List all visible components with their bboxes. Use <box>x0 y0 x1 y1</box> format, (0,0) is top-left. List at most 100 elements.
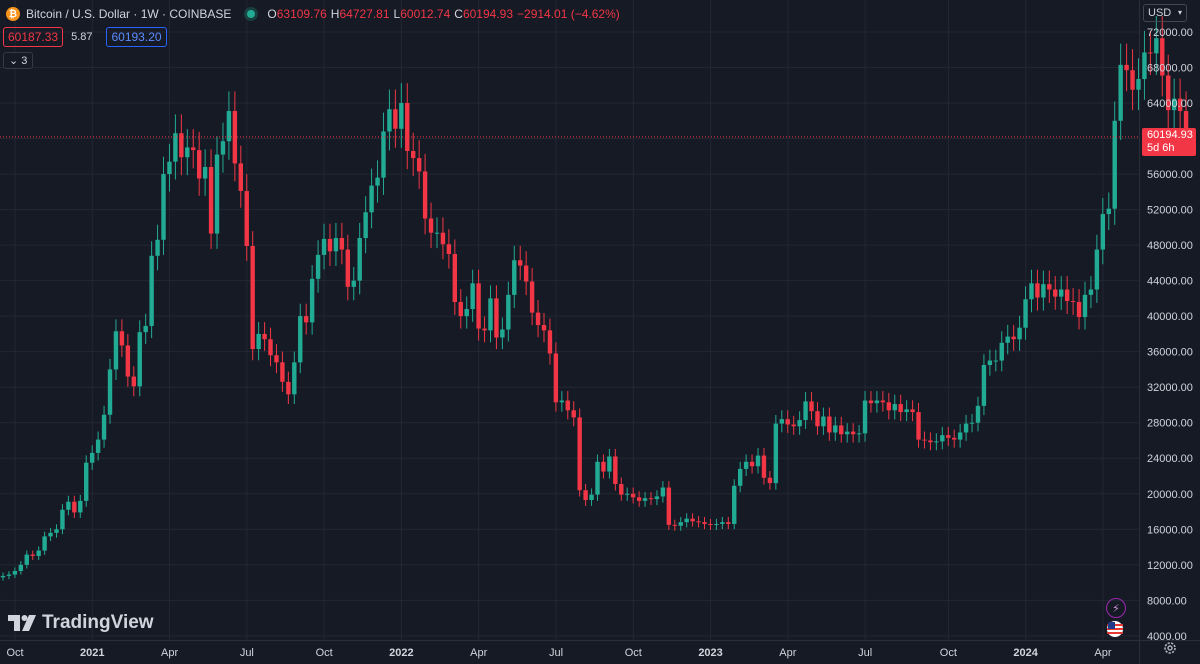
candle <box>737 461 743 493</box>
candle-body <box>78 500 83 513</box>
price-axis[interactable]: 72000.0068000.0064000.0060000.0056000.00… <box>1147 27 1193 643</box>
candle <box>298 303 303 374</box>
candle-body <box>993 360 999 362</box>
candle <box>1177 78 1183 131</box>
candle-body <box>321 238 327 255</box>
candle <box>464 296 469 329</box>
candle-body <box>636 497 642 501</box>
candle-body <box>648 498 654 500</box>
candle-body <box>732 485 737 524</box>
candle-body <box>202 166 208 179</box>
candle <box>161 156 166 255</box>
y-tick-label: 44000.00 <box>1147 276 1193 288</box>
candle <box>1047 270 1052 303</box>
market-status-icon[interactable] <box>247 10 256 18</box>
candle <box>934 433 939 451</box>
x-tick-label: Apr <box>470 647 487 659</box>
candle <box>1130 49 1135 111</box>
candle <box>577 408 582 497</box>
open-value: 63109.76 <box>276 7 327 21</box>
lightning-icon[interactable]: ⚡ <box>1106 598 1126 618</box>
candle-body <box>452 254 458 302</box>
candle <box>595 454 600 501</box>
candle <box>60 504 65 535</box>
y-tick-label: 68000.00 <box>1147 63 1193 75</box>
candle-body <box>238 163 243 191</box>
x-tick-label: 2021 <box>80 647 104 659</box>
currency-select[interactable]: USD ▾ <box>1143 4 1187 22</box>
candle <box>95 431 101 461</box>
us-flag-icon[interactable] <box>1106 620 1124 638</box>
y-tick-label: 32000.00 <box>1147 382 1193 394</box>
candle-body <box>743 461 749 469</box>
candle <box>541 312 547 343</box>
candle <box>547 318 553 365</box>
candle <box>1171 78 1177 130</box>
candle-body <box>535 312 541 326</box>
candle <box>1023 286 1028 340</box>
candle <box>1142 30 1147 100</box>
candle-body <box>571 410 576 418</box>
candle <box>743 454 749 476</box>
candle <box>702 516 707 530</box>
candle <box>482 316 487 343</box>
candle <box>1035 269 1040 311</box>
time-axis[interactable]: Oct 2021 Apr Jul Oct 2022 Apr Jul Oct 2023 Apr Jul O… <box>6 647 1111 659</box>
candle <box>1154 16 1159 75</box>
bar-countdown: 5d 6h <box>1147 142 1175 154</box>
candle-body <box>827 416 832 433</box>
candle <box>488 285 493 343</box>
candle <box>422 153 428 235</box>
candle-body <box>393 109 398 129</box>
candle-body <box>351 280 356 287</box>
candle-body <box>755 455 761 467</box>
candle <box>101 405 107 448</box>
y-tick-label: 16000.00 <box>1147 524 1193 536</box>
candle-body <box>411 150 416 159</box>
candle-body <box>12 571 18 575</box>
candle-body <box>434 232 440 234</box>
candle-body <box>381 131 386 178</box>
candle <box>726 516 731 530</box>
candle <box>963 414 969 441</box>
candle <box>625 487 630 501</box>
candle-body <box>916 412 921 440</box>
candle-body <box>565 400 570 411</box>
y-tick-label: 24000.00 <box>1147 453 1193 465</box>
candle <box>506 281 511 342</box>
settings-gear-icon[interactable] <box>1162 640 1178 656</box>
candle <box>999 331 1004 372</box>
tradingview-logo[interactable]: TradingView <box>8 612 154 634</box>
y-tick-label: 8000.00 <box>1147 595 1187 607</box>
candle-body <box>470 283 475 310</box>
candle <box>72 495 77 518</box>
candle-body <box>862 400 868 434</box>
candle-body <box>488 298 493 331</box>
candle-body <box>24 554 29 565</box>
candle-body <box>1023 299 1028 328</box>
currency-dropdown-icon: ▾ <box>1177 8 1182 17</box>
sell-button[interactable]: 60187.33 <box>3 27 64 47</box>
candle <box>0 572 6 581</box>
candle <box>476 269 481 341</box>
candle-body <box>1041 284 1046 298</box>
candle <box>214 136 220 249</box>
candle-body <box>155 239 160 256</box>
candle-body <box>672 524 677 526</box>
candle <box>42 531 47 555</box>
candle <box>18 561 24 575</box>
candle-body <box>185 147 190 158</box>
candle-body <box>268 339 273 356</box>
candle <box>452 239 458 315</box>
candle-body <box>119 331 125 346</box>
candle <box>815 402 820 435</box>
symbol-title[interactable]: Bitcoin / U.S. Dollar · 1W · COINBASE <box>26 7 232 21</box>
candle <box>351 266 356 301</box>
indicators-toggle[interactable]: ⌄ 3 <box>3 52 34 69</box>
candle-body <box>500 329 505 338</box>
candle-body <box>298 316 303 363</box>
buy-button[interactable]: 60193.20 <box>106 27 167 47</box>
candle <box>1011 324 1016 351</box>
candle-body <box>791 424 796 427</box>
